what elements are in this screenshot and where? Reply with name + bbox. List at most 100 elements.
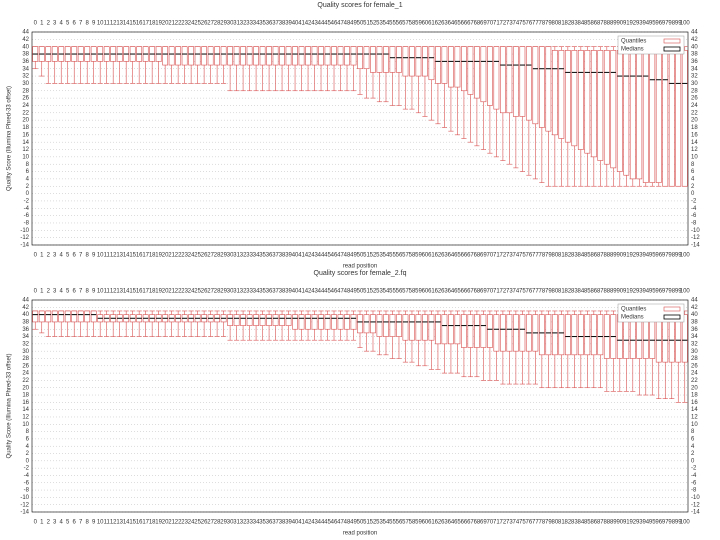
y-tick-label: 24 <box>22 371 29 377</box>
x-tick-label-top: 16 <box>136 289 143 295</box>
box <box>233 314 240 326</box>
y2-tick-label: -6 <box>691 213 697 219</box>
x-tick-label-top: 79 <box>545 289 552 295</box>
y2-tick-label: -4 <box>691 473 697 479</box>
x-tick-label-top: 98 <box>668 21 675 27</box>
x-tick-label-top: 25 <box>194 289 201 295</box>
x-tick-label-top: 4 <box>60 289 64 295</box>
y2-tick-label: 32 <box>691 74 698 80</box>
x-tick-label-top: 24 <box>188 21 195 27</box>
x-tick-label-top: 69 <box>480 21 487 27</box>
box <box>461 46 467 92</box>
x-tick-label-top: 11 <box>104 21 111 27</box>
box <box>201 46 208 66</box>
x-tick-label: 20 <box>162 520 169 526</box>
x-tick-label-top: 59 <box>415 21 422 27</box>
y-tick-label: 16 <box>22 132 29 138</box>
box <box>90 310 97 323</box>
box <box>370 46 376 73</box>
y2-tick-label: 42 <box>691 37 698 43</box>
x-tick-label-top: 38 <box>279 289 286 295</box>
x-tick-label-top: 29 <box>220 21 227 27</box>
box <box>32 310 39 323</box>
y-tick-label: 12 <box>22 415 29 421</box>
y-tick-label: 36 <box>22 59 29 65</box>
x-tick-label: 39 <box>285 253 292 259</box>
y2-tick-label: 10 <box>691 422 698 428</box>
x-tick-label: 60 <box>422 520 429 526</box>
x-tick-label: 98 <box>668 253 675 259</box>
y-tick-label: 30 <box>22 81 29 87</box>
x-tick-label: 5 <box>66 520 70 526</box>
y2-tick-label: 0 <box>691 191 695 197</box>
box <box>662 50 669 187</box>
x-tick-label: 18 <box>149 253 156 259</box>
y2-tick-label: 16 <box>691 132 698 138</box>
x-tick-label-top: 94 <box>642 289 649 295</box>
x-tick-label-top: 10 <box>97 289 104 295</box>
x-tick-label: 29 <box>220 520 227 526</box>
x-tick-label: 56 <box>396 253 403 259</box>
x-tick-label-top: 24 <box>188 289 195 295</box>
x-tick-label-top: 62 <box>435 21 442 27</box>
box <box>493 314 500 352</box>
x-tick-label-top: 27 <box>207 289 214 295</box>
box <box>357 46 363 70</box>
x-tick-label: 2 <box>47 253 51 259</box>
x-tick-label-top: 41 <box>298 21 305 27</box>
y-tick-label: 26 <box>22 363 29 369</box>
x-tick-label-top: 2 <box>47 289 51 295</box>
box <box>279 314 285 326</box>
x-tick-label-top: 81 <box>558 21 565 27</box>
x-tick-label: 24 <box>188 253 195 259</box>
x-tick-label-top: 14 <box>123 21 130 27</box>
x-tick-label: 92 <box>629 253 636 259</box>
x-tick-label: 78 <box>539 520 546 526</box>
x-tick-label-top: 83 <box>571 21 578 27</box>
legend-label: Quantiles <box>621 39 646 45</box>
x-tick-label: 42 <box>305 253 312 259</box>
x-tick-label: 57 <box>402 520 409 526</box>
y2-tick-label: 18 <box>691 393 698 399</box>
x-tick-label: 37 <box>272 253 279 259</box>
x-tick-label: 42 <box>305 520 312 526</box>
x-tick-label-top: 68 <box>474 289 481 295</box>
x-tick-label: 9 <box>92 520 96 526</box>
box <box>415 46 422 77</box>
box <box>383 46 389 73</box>
box <box>285 46 292 66</box>
x-tick-label-top: 67 <box>467 21 474 27</box>
x-tick-label: 41 <box>298 520 305 526</box>
x-tick-label-top: 43 <box>311 289 318 295</box>
y2-tick-label: 6 <box>691 436 695 442</box>
box <box>584 314 591 356</box>
x-tick-label: 10 <box>97 520 104 526</box>
x-tick-label: 17 <box>142 253 149 259</box>
box <box>603 50 610 165</box>
x-tick-label-top: 77 <box>532 289 539 295</box>
x-tick-label: 55 <box>389 253 396 259</box>
box <box>305 314 311 330</box>
x-tick-label: 71 <box>493 253 500 259</box>
box <box>590 50 597 158</box>
x-tick-label-top: 12 <box>110 289 117 295</box>
legend-swatch <box>663 314 681 320</box>
box <box>38 310 45 323</box>
x-tick-label: 55 <box>389 520 396 526</box>
x-tick-label: 31 <box>233 520 240 526</box>
x-tick-label: 16 <box>136 253 143 259</box>
x-tick-label: 56 <box>396 520 403 526</box>
y-tick-label: -2 <box>24 466 30 472</box>
x-tick-label-top: 75 <box>519 289 526 295</box>
x-tick-label-top: 23 <box>181 289 188 295</box>
y2-tick-label: -10 <box>691 228 700 234</box>
x-tick-label: 11 <box>104 253 111 259</box>
box <box>318 314 324 330</box>
x-tick-label-top: 37 <box>272 289 279 295</box>
x-tick-label-top: 82 <box>564 21 571 27</box>
x-tick-label-top: 30 <box>227 21 234 27</box>
y-tick-label: 28 <box>22 356 29 362</box>
x-tick-label: 47 <box>337 253 344 259</box>
y-tick-label: 10 <box>22 422 29 428</box>
x-tick-label: 79 <box>545 520 552 526</box>
